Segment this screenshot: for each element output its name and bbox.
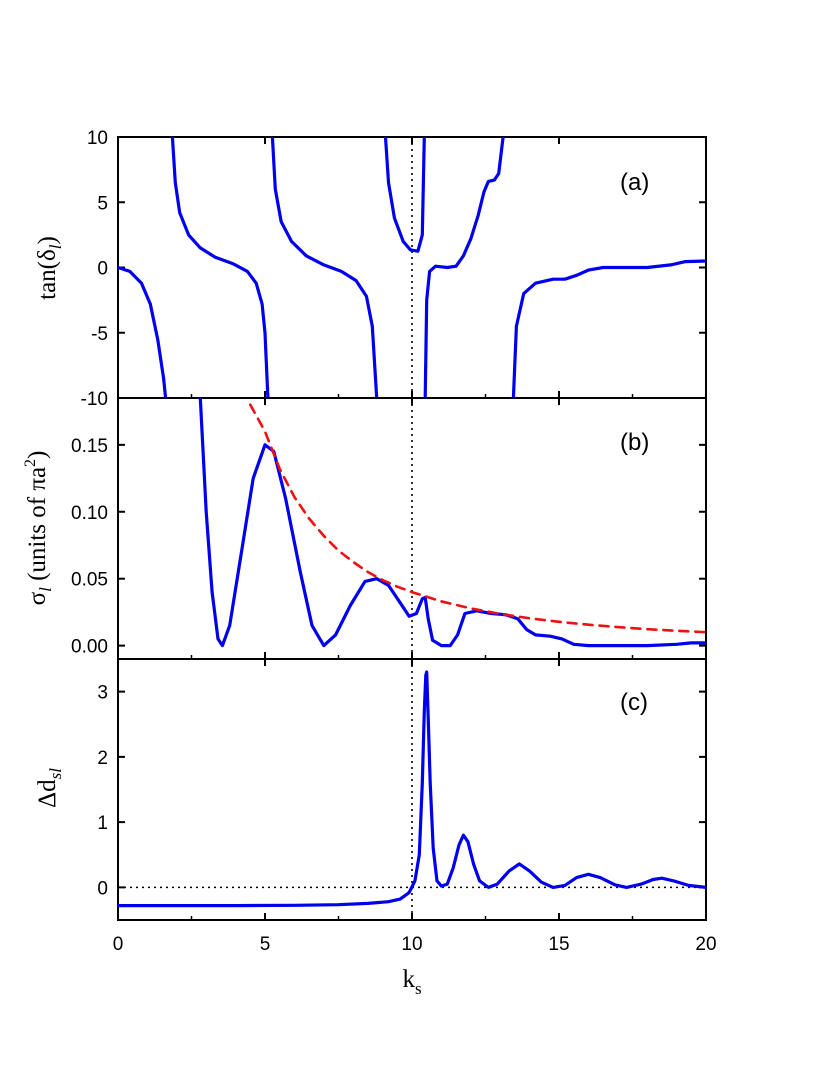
y-axis-title-c: Δdsl <box>34 768 65 808</box>
panel-a: -10 -5 0 5 10 <box>81 128 707 410</box>
panel-label-c: (c) <box>620 689 648 716</box>
series-line-b-0-0 <box>198 398 706 648</box>
y-axis-title-b: σl (units of πa2) <box>22 451 55 606</box>
y-tick-label-b-2: 0.10 <box>71 503 108 524</box>
series-line-a-0-5 <box>511 259 706 398</box>
series-line-a-0-0 <box>118 265 168 398</box>
x-tick-label-0: 0 <box>113 934 124 955</box>
y-tick-label-b-3: 0.15 <box>71 436 108 457</box>
y-tick-label-a-3: 5 <box>97 193 108 214</box>
series-line-a-0-3 <box>383 137 426 253</box>
panel-b: 0.00 0.05 0.10 0.15 <box>71 397 707 660</box>
x-tick-label-2: 10 <box>401 934 422 955</box>
y-tick-label-a-2: 0 <box>97 259 108 280</box>
panel-frame-c <box>117 658 707 921</box>
y-tick-label-c-2: 2 <box>97 748 108 769</box>
y-tick-label-a-4: 10 <box>87 128 108 149</box>
series-group-c <box>118 670 706 908</box>
series-line-a-0-2 <box>270 137 379 398</box>
panel-c: 0 1 2 3 0 5 10 15 20 <box>97 658 717 955</box>
panel-label-b: (b) <box>620 429 649 456</box>
series-line-b-1-0 <box>249 403 706 634</box>
series-line-c-0-0 <box>118 670 706 908</box>
series-group-b <box>198 398 706 648</box>
x-tick-label-4: 20 <box>695 934 716 955</box>
series-line-a-0-4 <box>423 137 505 398</box>
y-axis-title-a: tan(δl) <box>34 236 65 300</box>
y-tick-label-a-0: -10 <box>81 389 108 410</box>
x-tick-label-1: 5 <box>260 934 271 955</box>
y-tick-label-b-1: 0.05 <box>71 570 108 591</box>
x-axis-title: ks <box>402 966 421 998</box>
series-group-a <box>118 137 706 398</box>
y-tick-label-c-0: 0 <box>97 878 108 899</box>
y-tick-label-c-1: 1 <box>97 813 108 834</box>
series-line-a-0-1 <box>170 137 270 398</box>
y-tick-label-c-3: 3 <box>97 683 108 704</box>
x-tick-label-3: 15 <box>548 934 569 955</box>
y-tick-label-b-0: 0.00 <box>71 637 108 658</box>
y-tick-label-a-1: -5 <box>91 324 108 345</box>
panel-label-a: (a) <box>620 169 649 196</box>
